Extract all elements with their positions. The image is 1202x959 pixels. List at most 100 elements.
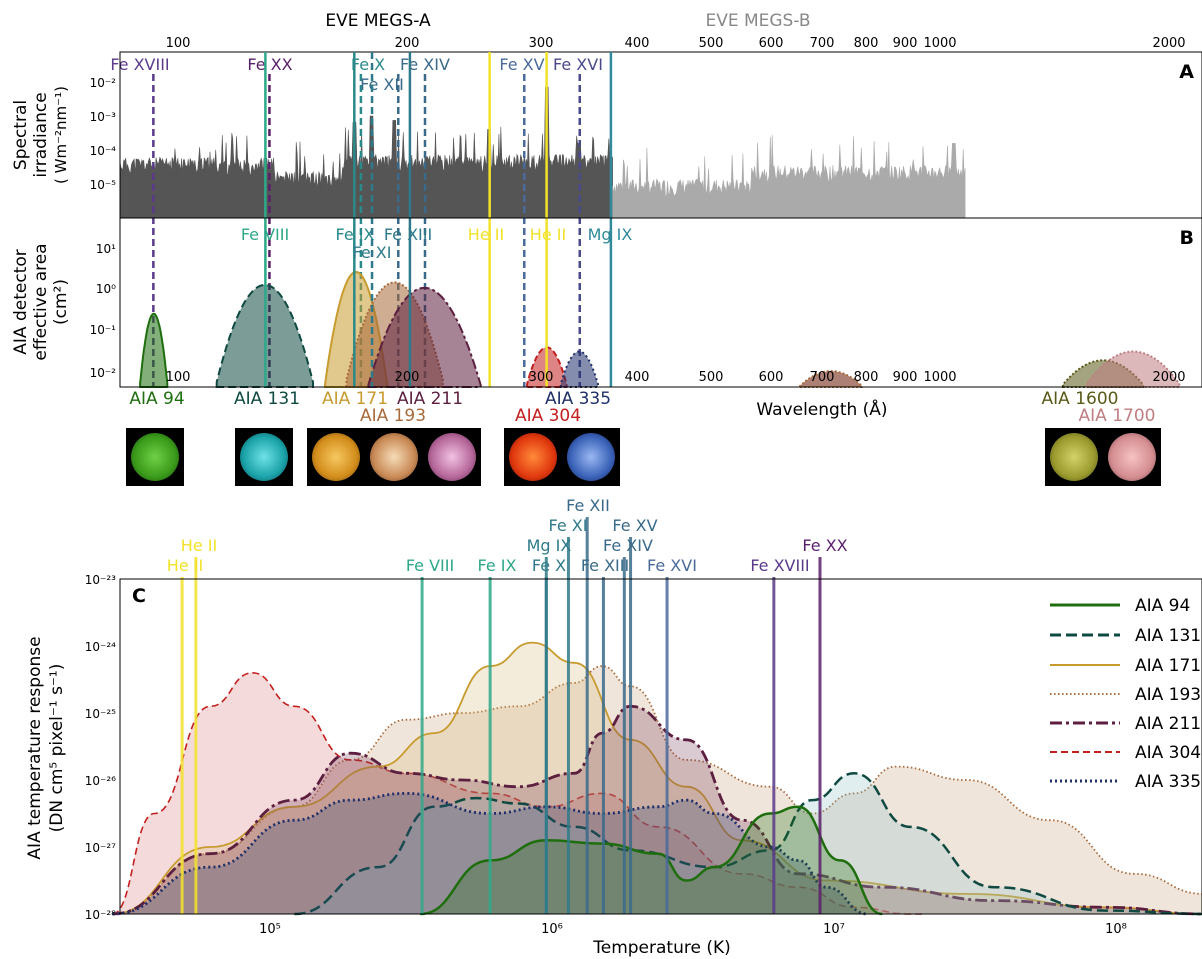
a-ytick-1e-4: 10⁻⁴	[90, 144, 117, 158]
spectrum-megs-b	[612, 134, 966, 219]
line-label-c-9: Fe XIV	[603, 536, 653, 555]
b-xtick-400: 400	[625, 370, 650, 385]
response-curve-aia304	[112, 671, 925, 915]
panel-b-frame	[119, 217, 1202, 388]
legend: AIA 94 AIA 131 AIA 171 AIA 193 AIA 211 A…	[1050, 596, 1201, 792]
line-label-c-8: Fe XIII	[581, 556, 629, 575]
panel-b-curves	[139, 270, 1181, 388]
line-label-a-0: Fe XVIII	[110, 55, 169, 74]
a-xtick-600: 600	[759, 36, 784, 51]
b-xtick-300: 300	[529, 370, 554, 385]
panel-a-spectrum	[119, 86, 966, 219]
line-label-c-4: Mg IX	[527, 536, 572, 555]
b-xtick-600: 600	[759, 370, 784, 385]
line-label-c-12: Fe XVIII	[750, 556, 809, 575]
area-curve-aia211	[367, 286, 482, 388]
line-label-b-2: Fe XI	[353, 243, 392, 262]
thumb-aia1600	[1045, 428, 1103, 486]
area-curve-aia1700	[1085, 350, 1181, 388]
legend-aia335: AIA 335	[1135, 772, 1201, 792]
c-xtick-1e6: 10⁶	[541, 922, 563, 937]
legend-aia94: AIA 94	[1135, 596, 1190, 616]
label-aia94: AIA 94	[129, 389, 184, 409]
c-xtick-1e8: 10⁸	[1105, 922, 1127, 937]
thumb-aia1700	[1103, 428, 1161, 486]
panel-c-y-ticks: 10⁻²³ 10⁻²⁴ 10⁻²⁵ 10⁻²⁶ 10⁻²⁷ 10⁻²⁸	[85, 573, 116, 922]
legend-aia211: AIA 211	[1135, 714, 1201, 734]
line-label-c-11: Fe XVI	[647, 556, 697, 575]
line-label-c-3: Fe IX	[478, 556, 517, 575]
thumb-aia211	[423, 428, 481, 486]
panel-a-ylabel: Spectral irradiance ( Wm⁻²nm⁻¹)	[11, 86, 70, 184]
response-fill-aia171	[112, 642, 1202, 914]
line-label-b-5: He II	[530, 225, 566, 244]
c-ylabel-2: (DN cm⁵ pixel⁻¹ s⁻¹)	[47, 664, 67, 833]
c-ytick-1e-25: 10⁻²⁵	[85, 707, 116, 721]
response-fill-aia304	[112, 672, 925, 914]
response-curve-aia131	[294, 772, 1202, 916]
c-xtick-1e5: 10⁵	[259, 922, 281, 937]
line-label-c-5: Fe X	[532, 556, 566, 575]
b-xtick-200: 200	[395, 370, 420, 385]
label-aia131: AIA 131	[234, 389, 300, 409]
line-label-b-0: Fe VIII	[241, 225, 289, 244]
line-label-a-4: Fe XIV	[400, 55, 450, 74]
b-xtick-500: 500	[699, 370, 724, 385]
response-fill-aia94	[420, 806, 883, 914]
response-curve-aia335	[112, 791, 869, 916]
line-label-b-4: He II	[468, 225, 504, 244]
thumb-aia193	[365, 428, 423, 486]
panel-a-x-ticks: 100 200 300 400 500 600 700 800 900 1000…	[166, 36, 1186, 51]
a-xtick-400: 400	[625, 36, 650, 51]
c-ylabel-1: AIA temperature response	[25, 636, 45, 859]
a-xtick-2000: 2000	[1152, 36, 1185, 51]
legend-aia131: AIA 131	[1135, 626, 1201, 646]
b-ytick-1e-2: 10⁻²	[90, 366, 117, 380]
a-ylabel-1: Spectral	[11, 100, 31, 170]
panel-b-ylabel: AIA detector effective area (cm²)	[11, 243, 71, 360]
response-fill-aia193	[112, 666, 1202, 914]
b-ytick-1e1: 10¹	[96, 242, 116, 256]
line-label-a-5: Fe XV	[499, 55, 544, 74]
b-ytick-1e0: 10⁰	[96, 282, 116, 296]
line-label-c-10: Fe XV	[612, 516, 657, 535]
line-label-c-6: Fe XI	[549, 516, 588, 535]
panel-b-y-ticks: 10¹ 10⁰ 10⁻¹ 10⁻²	[90, 242, 117, 380]
panel-c-curves	[112, 641, 1202, 916]
line-label-c-0: He II	[167, 556, 203, 575]
b-xtick-100: 100	[166, 370, 191, 385]
c-ytick-1e-24: 10⁻²⁴	[85, 640, 116, 654]
a-xtick-900: 900	[893, 36, 918, 51]
a-ytick-1e-5: 10⁻⁵	[90, 178, 117, 192]
response-fill-aia211	[112, 706, 1202, 914]
label-aia211: AIA 211	[397, 389, 463, 409]
thumb-aia94	[126, 428, 184, 486]
panel-a-y-ticks: 10⁻² 10⁻³ 10⁻⁴ 10⁻⁵	[90, 76, 117, 192]
panel-c-tag: C	[132, 585, 146, 607]
panel-b-tag: B	[1180, 227, 1194, 249]
b-ytick-1e-1: 10⁻¹	[90, 323, 117, 337]
response-fill-aia131	[294, 773, 1202, 914]
panel-c-ylabel: AIA temperature response (DN cm⁵ pixel⁻¹…	[25, 636, 67, 859]
panel-b-xlabel: Wavelength (Å)	[756, 398, 887, 420]
area-curve-second-order	[799, 370, 863, 388]
line-label-a-3: Fe XII	[360, 75, 404, 94]
label-aia1600: AIA 1600	[1042, 389, 1119, 409]
area-curve-aia335	[559, 350, 599, 388]
line-label-b-6: Mg IX	[588, 225, 633, 244]
line-label-a-2: Fe X	[351, 55, 385, 74]
panel-c-xlabel: Temperature (K)	[592, 938, 731, 958]
area-curve-aia94	[139, 312, 169, 388]
b-xtick-2000: 2000	[1152, 370, 1185, 385]
thumb-aia335	[562, 428, 620, 486]
a-ylabel-2: irradiance	[31, 92, 51, 177]
panel-a: EVE MEGS-A EVE MEGS-B 100 200 300 400 50…	[11, 11, 1202, 387]
c-ytick-1e-27: 10⁻²⁷	[85, 841, 116, 855]
a-ytick-1e-3: 10⁻³	[90, 110, 117, 124]
b-xtick-1000: 1000	[923, 370, 956, 385]
megs-a-label: EVE MEGS-A	[325, 11, 431, 31]
